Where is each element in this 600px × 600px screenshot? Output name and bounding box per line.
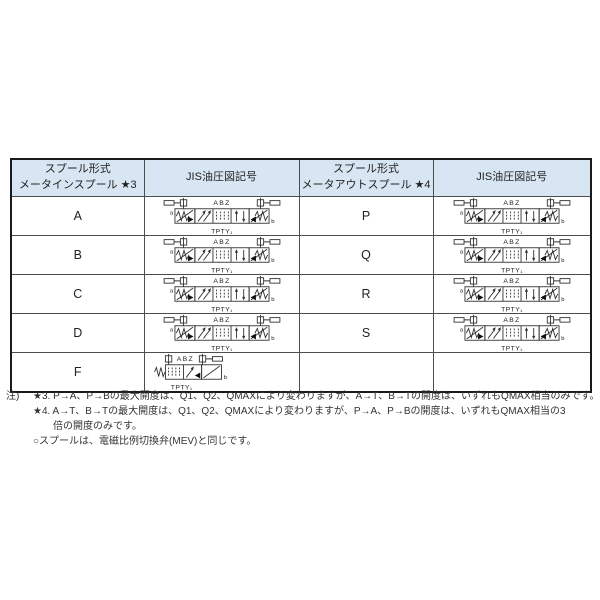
footnote-star3: 注) ★3. P→A、P→Bの最大開度は、Q1、Q2、QMAXにより変わりますが… (6, 389, 598, 404)
jis-symbol-cell (143, 313, 300, 353)
header-line: メータアウトスプール ★4 (301, 179, 431, 191)
footnote-star4-continuation: 倍の開度のみです。 (53, 421, 142, 432)
header-line: スプール形式 (44, 163, 111, 176)
spool-type-cell: D (10, 313, 145, 353)
header-line: JIS油圧図記号 (476, 171, 548, 184)
header-line: スプール形式 (333, 163, 399, 176)
spool-type-cell: A (10, 196, 145, 236)
spool-type-cell-empty (298, 352, 434, 393)
proportional-valve-symbol (451, 197, 573, 235)
proportional-valve-symbol (161, 236, 283, 274)
jis-symbol-cell (432, 274, 592, 314)
col-header-meter-in-spool: スプール形式 メータインスプール ★3 (10, 158, 145, 197)
footnote-star3-text: ★3. P→A、P→Bの最大開度は、Q1、Q2、QMAXにより変わりますが、A→… (33, 391, 598, 402)
footnote-circle-text: ○スプールは、電磁比例切換弁(MEV)と同じです。 (33, 436, 257, 447)
jis-symbol-cell-empty (432, 352, 592, 393)
proportional-valve-symbol (451, 236, 573, 274)
proportional-valve-symbol (161, 275, 283, 313)
footnote-star4-line2: 倍の開度のみです。 (6, 419, 598, 434)
spool-type-cell: P (298, 196, 434, 236)
footnote-star4-line1: ★4. A→T、B→Tの最大開度は、Q1、Q2、QMAXにより変わりますが、P→… (6, 404, 598, 419)
footnote-prefix: 注) (6, 391, 20, 402)
proportional-valve-symbol (161, 314, 283, 352)
footnote-circle: ○スプールは、電磁比例切換弁(MEV)と同じです。 (6, 434, 598, 449)
header-line: メータインスプール ★3 (18, 179, 137, 191)
col-header-jis-symbol-left: JIS油圧図記号 (143, 158, 300, 197)
footnote-star4-text: ★4. A→T、B→Tの最大開度は、Q1、Q2、QMAXにより変わりますが、P→… (33, 406, 566, 417)
table-row-f: F (10, 352, 592, 393)
proportional-valve-symbol-2pos (152, 353, 244, 391)
col-header-jis-symbol-right: JIS油圧図記号 (432, 158, 592, 197)
spool-type-cell: B (10, 235, 145, 275)
jis-symbol-cell (143, 352, 300, 393)
spool-type-cell: C (10, 274, 145, 314)
jis-symbol-cell (432, 235, 592, 275)
header-line: JIS油圧図記号 (186, 171, 257, 184)
table-row-d-s: D S (10, 313, 592, 353)
header-row: スプール形式 メータインスプール ★3 JIS油圧図記号 スプール形式 メータア… (10, 158, 592, 197)
jis-symbol-cell (143, 274, 300, 314)
jis-symbol-cell (432, 313, 592, 353)
table-row-b-q: B Q (10, 235, 592, 275)
jis-symbol-cell (143, 196, 300, 236)
jis-symbol-cell (432, 196, 592, 236)
spool-type-cell: F (10, 352, 145, 393)
table-row-a-p: A P (10, 196, 592, 236)
spool-type-cell: R (298, 274, 434, 314)
footnotes: 注) ★3. P→A、P→Bの最大開度は、Q1、Q2、QMAXにより変わりますが… (6, 389, 598, 449)
spool-type-cell: Q (298, 235, 434, 275)
spool-type-table: スプール形式 メータインスプール ★3 JIS油圧図記号 スプール形式 メータア… (10, 158, 592, 393)
table-row-c-r: C R (10, 274, 592, 314)
col-header-meter-out-spool: スプール形式 メータアウトスプール ★4 (298, 158, 434, 197)
jis-symbol-cell (143, 235, 300, 275)
proportional-valve-symbol (161, 197, 283, 235)
proportional-valve-symbol (451, 275, 573, 313)
proportional-valve-symbol (451, 314, 573, 352)
spool-type-cell: S (298, 313, 434, 353)
